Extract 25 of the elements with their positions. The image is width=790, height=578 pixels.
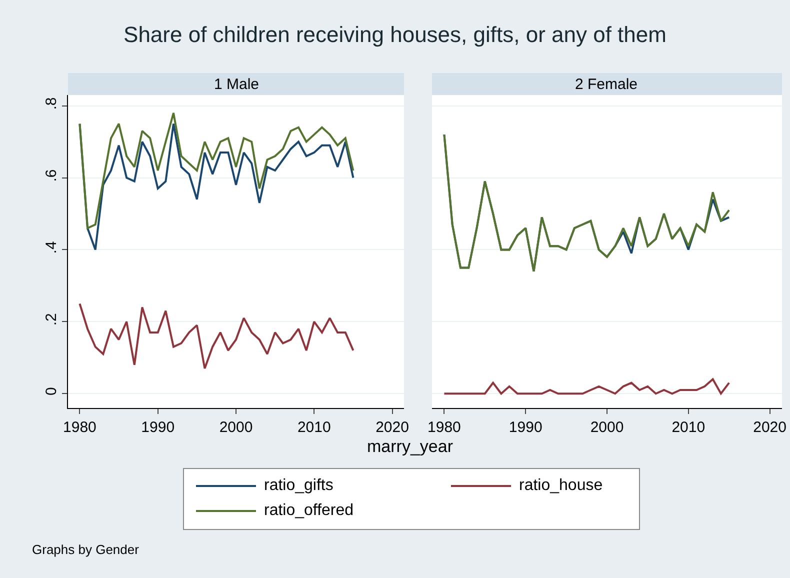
y-tick-label: .4 — [43, 241, 60, 254]
y-tick-label: .6 — [43, 169, 60, 182]
x-tick-label: 2010 — [297, 419, 331, 436]
chart-title: Share of children receiving houses, gifts, or any of them — [122, 22, 668, 48]
legend-label: ratio_gifts — [264, 477, 334, 495]
text: Graphs by Gender — [32, 542, 139, 557]
x-tick-label: 2000 — [590, 419, 624, 436]
y-tick-label: .2 — [43, 313, 60, 326]
chart-subtitle: 2 Female — [575, 76, 638, 93]
x-tick-label: 1990 — [141, 419, 175, 436]
x-tick-label: 2000 — [219, 419, 253, 436]
legend-label: ratio_house — [519, 477, 603, 495]
y-tick-label: .8 — [43, 97, 60, 110]
x-tick-label: 1980 — [63, 419, 96, 436]
x-tick-label: 1990 — [508, 419, 542, 436]
x-tick-label: 1980 — [428, 419, 461, 436]
line-series — [78, 302, 354, 370]
y-tick-label: 0 — [43, 387, 60, 396]
x-axis-title: marry_year — [366, 437, 454, 457]
x-tick-label: 2020 — [376, 419, 409, 436]
chart-subtitle: 1 Male — [214, 76, 260, 93]
x-tick-label: 2020 — [753, 419, 786, 436]
legend-label: ratio_offered — [264, 502, 354, 520]
x-tick-label: 2010 — [672, 419, 706, 436]
line-series — [78, 112, 354, 230]
